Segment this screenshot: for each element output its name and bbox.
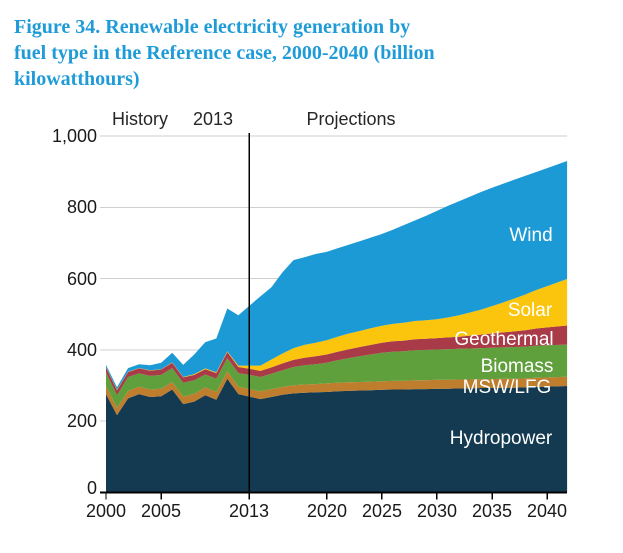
history-label: History bbox=[111, 109, 168, 129]
x-tick-2025: 2025 bbox=[361, 501, 403, 521]
divider-year-label: 2013 bbox=[192, 109, 234, 129]
figure-title-line-1: Figure 34. Renewable electricity generat… bbox=[14, 16, 411, 38]
x-tick-2005: 2005 bbox=[140, 501, 182, 521]
y-tick-1000: 1,000 bbox=[51, 126, 97, 146]
series-label-msw-lfg: MSW/LFG bbox=[462, 377, 552, 398]
y-tick-600: 600 bbox=[66, 269, 97, 289]
y-tick-200: 200 bbox=[66, 411, 97, 431]
series-label-biomass: Biomass bbox=[480, 356, 554, 377]
series-label-wind: Wind bbox=[509, 225, 553, 246]
series-label-geothermal: Geothermal bbox=[454, 329, 554, 350]
y-tick-0: 0 bbox=[86, 478, 97, 498]
x-tick-2013: 2013 bbox=[228, 501, 270, 521]
x-tick-2020: 2020 bbox=[306, 501, 348, 521]
figure-title: Figure 34. Renewable electricity generat… bbox=[14, 14, 614, 92]
y-tick-800: 800 bbox=[66, 197, 97, 217]
x-tick-2000: 2000 bbox=[85, 501, 127, 521]
series-label-solar: Solar bbox=[507, 300, 553, 321]
figure-title-line-2: fuel type in the Reference case, 2000-20… bbox=[14, 42, 435, 64]
y-tick-400: 400 bbox=[66, 340, 97, 360]
x-tick-2040: 2040 bbox=[526, 501, 568, 521]
figure-title-line-3: kilowatthours) bbox=[14, 68, 140, 90]
x-tick-2030: 2030 bbox=[416, 501, 458, 521]
x-tick-2035: 2035 bbox=[471, 501, 513, 521]
series-label-hydropower: Hydropower bbox=[449, 428, 553, 449]
projections-label: Projections bbox=[306, 109, 396, 129]
